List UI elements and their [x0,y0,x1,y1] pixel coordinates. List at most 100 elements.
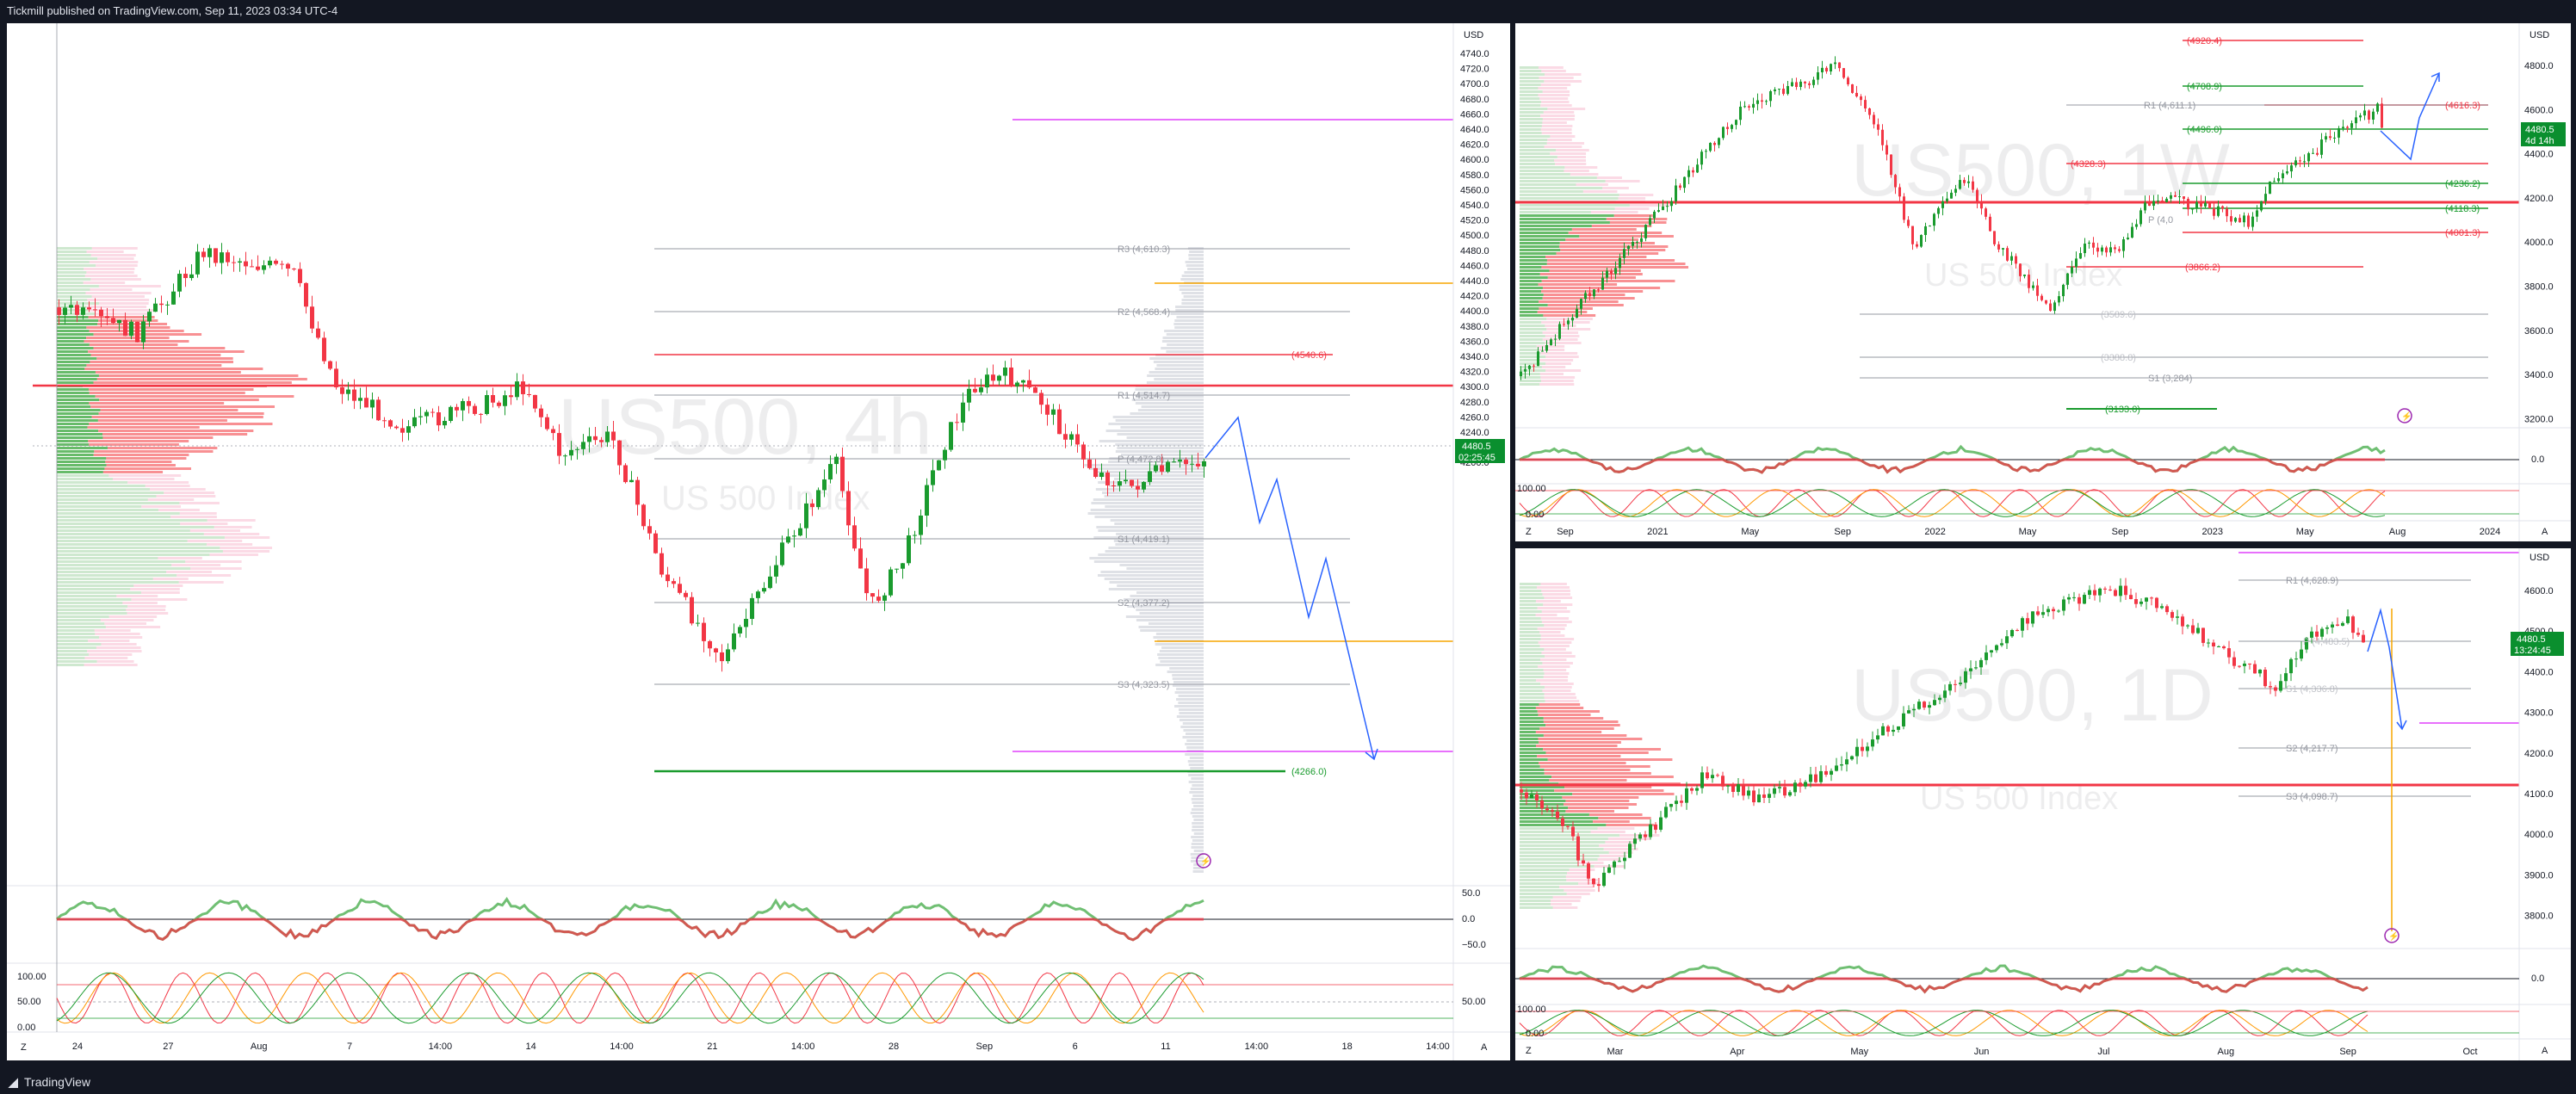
label-s2: S2 (4,217.7) [2286,744,2338,754]
vp-bar-up [1520,166,1565,169]
vp-session-bar [1113,478,1204,480]
vp-bar-up [1520,207,1615,210]
tradingview-logo-icon[interactable]: ◢ [9,1075,18,1089]
vp-bar-down [170,516,217,518]
candle-body [1898,187,1901,197]
vp-bar-down [1537,311,1588,313]
footer-brand[interactable]: TradingView [24,1075,91,1089]
vp-bar-up [57,550,223,553]
candle-body [804,503,808,528]
chart-panel-1d[interactable]: US500, 1D US 500 Index R1 (4,628.9) P (4… [1515,548,2571,1060]
candle-body [1774,89,1776,91]
vp-bar-down [1541,280,1675,282]
vp-bar-down [152,578,189,580]
vp-bar-up [1520,287,1543,289]
vp-bar-down [100,619,154,621]
candle-body [1830,770,1833,776]
vp-session-bar [1192,829,1204,831]
vp-session-bar [1193,805,1204,807]
vp-bar-down [1560,249,1666,251]
vp-session-bar [1192,870,1204,873]
candle-body [129,321,133,337]
vp-bar-down [88,640,130,642]
vp-bar-up [57,288,90,291]
candle-body [412,417,417,427]
vp-session-bar [1108,547,1204,549]
vp-bar-down [99,399,259,401]
candle-body [1948,683,1952,691]
auto-scale-button[interactable]: A [1481,1042,1488,1053]
time-axis-ticks[interactable]: 24 27 Aug 7 14:00 14 14:00 21 14:00 28 Sep 6 11 14:00… [72,1041,1450,1052]
vp-session-bar [1149,357,1204,360]
vp-bar-up [1520,755,1538,757]
candle-body [2075,258,2078,268]
stochastic-lines[interactable] [1519,1010,2369,1036]
vp-bar-down [1541,290,1644,293]
chart-panel-4h[interactable]: US500, 4h US 500 Index R3 (4,610.3) [7,23,1510,1060]
zoom-button[interactable]: Z [1526,527,1532,537]
candlestick-series[interactable] [57,243,1206,672]
candle-body [1571,826,1575,837]
vp-bar-up [57,454,94,456]
projection-path[interactable] [2367,608,2403,730]
lightning-icon[interactable] [1196,853,1211,868]
stochastic-lines[interactable] [1519,489,2386,517]
time-axis-ticks[interactable]: Sep 2021 May Sep 2022 May Sep 2023 May Aug 2024 [1557,527,2500,537]
stochastic-lines[interactable] [56,972,1204,1024]
candle-body [1607,867,1611,873]
candle-body [2213,208,2215,216]
vp-bar-down [1539,765,1650,768]
vp-bar-up [1520,641,1539,644]
vp-bar-up [57,433,103,436]
projection-arrowhead [1365,748,1378,761]
candle-body [2103,588,2107,590]
candle-body [268,260,272,266]
lightning-glyph-icon: ⚡ [1200,856,1211,867]
price-tick: 4000.0 [2524,238,2554,248]
candle-body [1819,770,1823,782]
candle-body [1567,320,1570,324]
lightning-icon[interactable] [2384,928,2400,943]
vp-session-bar [1190,767,1204,770]
vp-bar-up [57,350,89,353]
candle-body [2315,631,2319,637]
zoom-button[interactable]: Z [1526,1046,1532,1056]
chart-panel-1w[interactable]: US500, 1W US 500 Index (4920.4) (4708.9)… [1515,23,2571,541]
chart-1w-canvas[interactable]: US500, 1W US 500 Index (4920.4) (4708.9)… [1515,23,2571,541]
auto-scale-button[interactable]: A [2542,527,2548,537]
candle-body [1990,650,1993,653]
vp-bar-up [57,498,148,501]
candlestick-series[interactable] [1520,56,2383,380]
price-axis-ticks[interactable]: 4800.04600.04400.04200.04000.03800.03600… [2524,61,2554,424]
price-badge-timer: 02:25:45 [1458,453,1495,463]
price-tick: 3600.0 [2524,326,2554,337]
price-axis-ticks[interactable]: 4740.04720.04700.04680.04660.04640.04620… [1460,49,1489,468]
chart-4h-canvas[interactable]: US500, 4h US 500 Index R3 (4,610.3) [7,23,1510,1060]
chart-1d-canvas[interactable]: US500, 1D US 500 Index R1 (4,628.9) P (4… [1515,548,2571,1060]
oscillator-line[interactable] [1519,444,2386,474]
vp-bar-up [1520,383,1540,386]
projection-path[interactable] [1204,416,1375,760]
time-tick: Apr [1730,1047,1744,1057]
candle-body [1902,713,1905,726]
zoom-button[interactable]: Z [21,1042,27,1053]
vp-bar-up [1520,114,1541,117]
projection-path[interactable] [2380,72,2440,161]
candlestick-series[interactable] [1520,578,2365,893]
candle-body [834,456,839,465]
candle-body [973,388,977,392]
time-axis-ticks[interactable]: Mar Apr May Jun Jul Aug Sep Oct [1607,1047,2478,1057]
candle-body [659,553,664,575]
candle-body [1964,671,1967,683]
vp-bar-down [98,374,299,377]
vp-bar-down [1544,596,1573,599]
vp-session-bar [1187,760,1204,763]
candle-body [2062,599,2065,611]
vp-session-bar [1172,674,1204,677]
lightning-icon[interactable] [2397,408,2412,423]
candle-body [63,307,67,315]
price-axis-ticks[interactable]: 4600.04500.04400.04300.04200.04100.04000… [2524,586,2554,922]
candle-body [1039,392,1043,405]
auto-scale-button[interactable]: A [2542,1046,2548,1056]
vp-bar-down [93,454,189,456]
